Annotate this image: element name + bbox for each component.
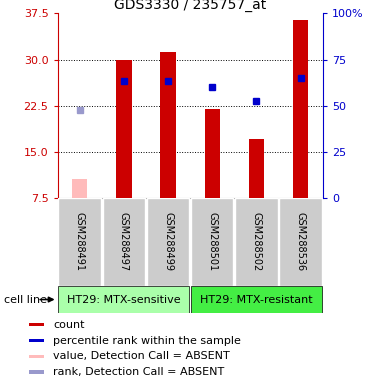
Bar (29, 323, 45, 326)
Text: HT29: MTX-sensitive: HT29: MTX-sensitive (67, 295, 181, 305)
Title: GDS3330 / 235757_at: GDS3330 / 235757_at (114, 0, 266, 12)
Bar (147, 198, 189, 286)
Bar (293, 20, 308, 198)
Text: count: count (53, 320, 85, 330)
Text: GSM288502: GSM288502 (252, 212, 262, 271)
Text: HT29: MTX-resistant: HT29: MTX-resistant (200, 295, 313, 305)
Bar (160, 52, 176, 198)
Text: GSM288536: GSM288536 (296, 212, 306, 271)
Text: GSM288499: GSM288499 (163, 212, 173, 271)
Bar (58, 198, 101, 286)
Bar (29, 339, 45, 342)
Text: GSM288497: GSM288497 (119, 212, 129, 271)
Bar (204, 109, 220, 198)
Bar (103, 198, 145, 286)
Text: cell line: cell line (4, 295, 47, 305)
Bar (72, 179, 87, 198)
Bar (29, 371, 45, 374)
Bar (249, 139, 264, 198)
Bar (58, 286, 189, 313)
Bar (29, 355, 45, 358)
Text: GSM288491: GSM288491 (75, 212, 85, 271)
Bar (116, 60, 132, 198)
Bar (191, 198, 233, 286)
Bar (235, 198, 278, 286)
Bar (279, 198, 322, 286)
Text: rank, Detection Call = ABSENT: rank, Detection Call = ABSENT (53, 367, 224, 377)
Text: percentile rank within the sample: percentile rank within the sample (53, 336, 241, 346)
Text: value, Detection Call = ABSENT: value, Detection Call = ABSENT (53, 351, 230, 361)
Text: GSM288501: GSM288501 (207, 212, 217, 271)
Bar (191, 286, 322, 313)
